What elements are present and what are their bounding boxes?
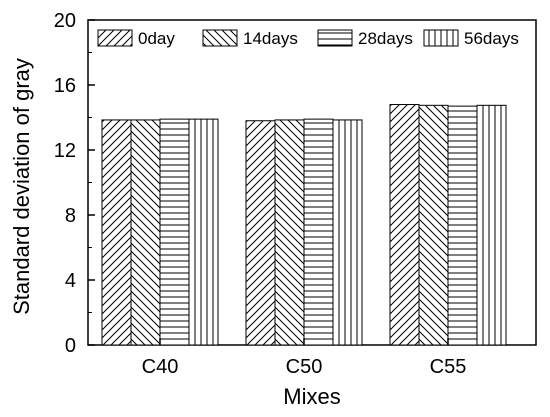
bar-c55-56days <box>476 104 507 346</box>
y-tick-label: 16 <box>54 75 76 97</box>
legend-label-0day: 0day <box>138 29 175 48</box>
y-tick-label: 8 <box>65 205 76 227</box>
bar-c40-14days <box>130 119 161 346</box>
bar-c40-0day <box>101 119 132 346</box>
x-tick-label: C50 <box>286 356 323 378</box>
y-axis-title: Standard deviation of gray <box>9 58 34 315</box>
y-tick-label: 12 <box>54 140 76 162</box>
bar-c50-14days <box>274 119 305 346</box>
x-tick-label: C55 <box>430 356 467 378</box>
x-axis-title: Mixes <box>283 384 340 409</box>
legend-label-14days: 14days <box>243 29 298 48</box>
legend: 0day 14days 28days 56days <box>97 29 519 48</box>
bar-c50-0day <box>245 120 276 346</box>
legend-swatch-56days <box>423 29 459 47</box>
x-axis: C40 C50 C55 <box>142 338 467 378</box>
legend-label-56days: 56days <box>464 29 519 48</box>
legend-label-28days: 28days <box>358 29 413 48</box>
y-axis: 0 4 8 12 16 20 <box>54 10 95 357</box>
bar-c55-14days <box>418 104 449 346</box>
legend-swatch-14days <box>202 29 238 47</box>
y-tick-label: 4 <box>65 270 76 292</box>
bar-c40-56days <box>188 118 219 346</box>
bar-c55-28days <box>447 105 478 346</box>
x-tick-label: C40 <box>142 356 179 378</box>
bar-c55-0day <box>389 104 420 346</box>
legend-swatch-28days <box>317 29 353 47</box>
bar-c50-56days <box>332 119 363 346</box>
bar-c50-28days <box>303 118 334 346</box>
y-tick-label: 20 <box>54 10 76 32</box>
y-tick-label: 0 <box>65 335 76 357</box>
bar-c40-28days <box>159 118 190 346</box>
legend-swatch-0day <box>97 29 133 47</box>
bars-group <box>101 104 507 346</box>
